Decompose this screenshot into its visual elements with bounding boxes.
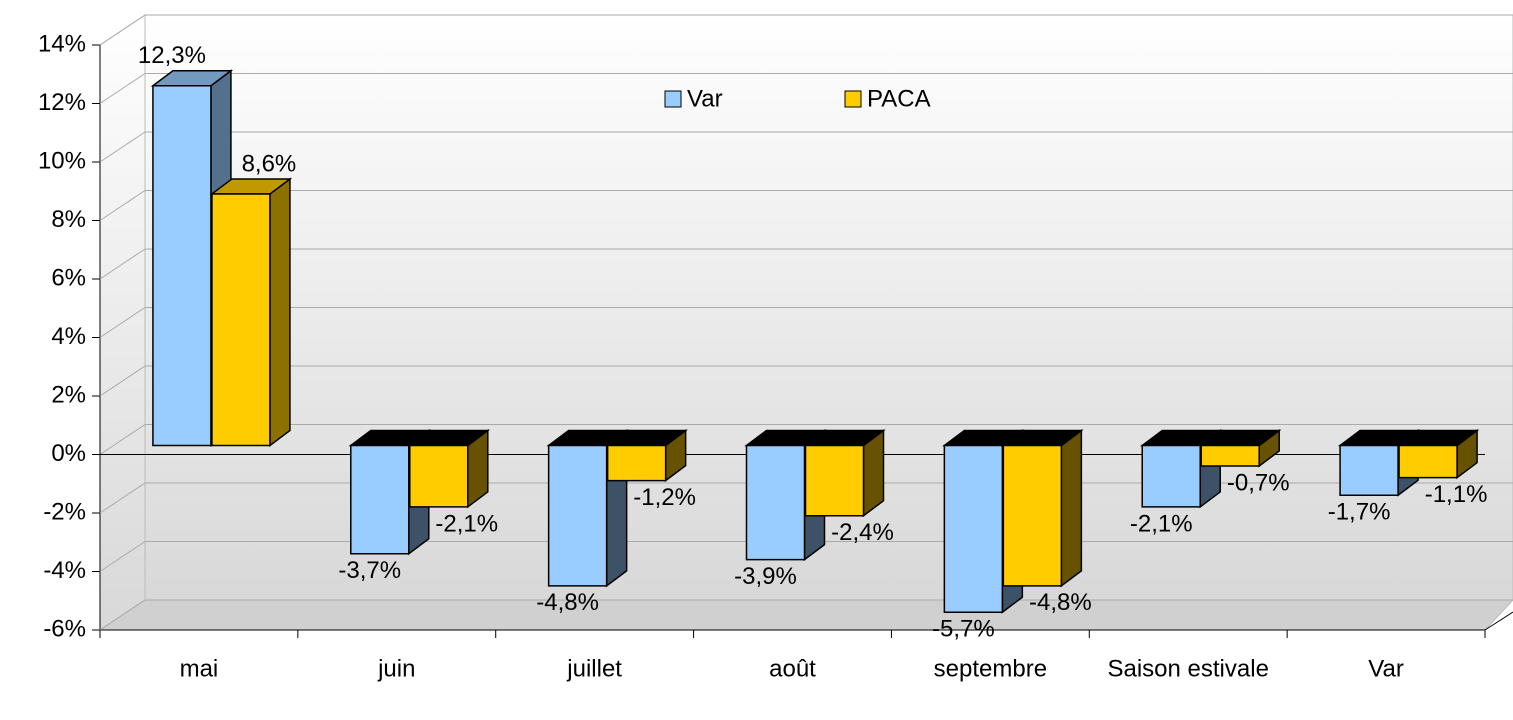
bar-front <box>1200 444 1260 467</box>
legend-swatch <box>844 90 862 108</box>
bar-front <box>409 444 469 508</box>
value-label: -0,7% <box>1227 469 1290 496</box>
grid-line-side <box>99 307 146 338</box>
y-tick-label: 4% <box>51 323 86 350</box>
bar-front <box>152 84 212 447</box>
bar <box>209 177 293 447</box>
value-label: -5,7% <box>932 616 995 643</box>
value-label: 8,6% <box>242 150 297 177</box>
bar-front <box>1002 444 1063 587</box>
legend-label: Var <box>687 85 723 112</box>
x-tick-label: Saison estivale <box>1107 655 1268 682</box>
y-tick-label: 8% <box>51 206 86 233</box>
x-tick-label: août <box>769 655 816 682</box>
bar-front <box>1398 444 1458 479</box>
grid-line-side <box>99 365 146 397</box>
bar-front <box>350 444 410 555</box>
grid-line-side <box>99 131 146 163</box>
bar <box>1001 429 1084 588</box>
bar <box>407 429 491 509</box>
x-tick-label: juin <box>377 655 415 682</box>
value-label: -1,1% <box>1425 481 1488 508</box>
y-tick-label: 2% <box>51 381 86 408</box>
bar-side <box>1060 429 1083 588</box>
bar-front <box>1339 444 1399 496</box>
value-label: -4,8% <box>1029 589 1092 616</box>
value-label: -2,1% <box>435 510 498 537</box>
y-tick-label: 0% <box>51 440 86 467</box>
bar-front <box>943 444 1004 613</box>
bar <box>605 429 688 483</box>
value-label: -1,7% <box>1328 499 1391 526</box>
x-tick-label: mai <box>180 655 219 682</box>
x-axis-end <box>1484 611 1513 631</box>
bar-side <box>269 177 291 447</box>
bar-front <box>1141 444 1201 508</box>
y-tick-label: 12% <box>38 89 86 116</box>
grid-line-side <box>99 73 146 104</box>
grid-line-side <box>99 541 146 572</box>
value-label: -3,7% <box>338 557 401 584</box>
y-tick-label: 10% <box>38 147 86 174</box>
grid-line-side <box>99 14 146 46</box>
grid-line-side <box>99 190 146 221</box>
bar <box>1198 429 1282 468</box>
legend-swatch <box>664 90 682 108</box>
value-label: -4,8% <box>536 589 599 616</box>
bar-front <box>606 444 667 482</box>
bar-front <box>745 444 806 561</box>
x-tick-label: Var <box>1368 655 1404 682</box>
y-tick-label: -4% <box>43 557 86 584</box>
grid-line-side <box>99 248 146 280</box>
x-tick-label: juillet <box>566 655 622 682</box>
grid-line-side <box>99 424 146 455</box>
x-tick-label: septembre <box>934 655 1047 682</box>
floor <box>98 599 1513 631</box>
bar <box>803 429 886 518</box>
bar-front <box>804 444 865 517</box>
y-tick-label: 6% <box>51 264 86 291</box>
value-label: -2,1% <box>1130 510 1193 537</box>
y-tick-label: 14% <box>38 30 86 57</box>
legend-label: PACA <box>867 85 931 112</box>
bar-front <box>211 193 271 447</box>
value-label: -3,9% <box>734 563 797 590</box>
grid-line-side <box>99 482 146 514</box>
grid-line-side <box>99 599 146 631</box>
y-tick-label: -2% <box>43 498 86 525</box>
value-label: -1,2% <box>633 484 696 511</box>
bar <box>1396 429 1480 480</box>
y-tick-label: -6% <box>43 615 86 642</box>
bar-front <box>547 444 608 587</box>
value-label: 12,3% <box>138 42 206 69</box>
value-label: -2,4% <box>831 519 894 546</box>
